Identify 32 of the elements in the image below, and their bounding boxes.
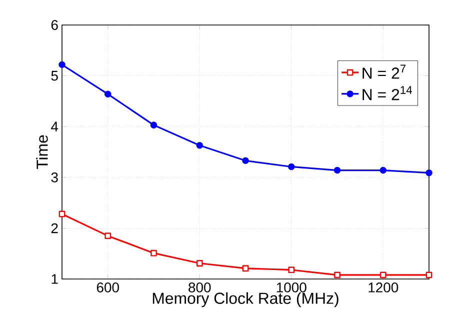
point	[58, 210, 66, 218]
point	[104, 90, 112, 98]
y-tick-label: 6	[51, 20, 58, 30]
y-tick-label: 4	[51, 122, 58, 132]
y-tick-label: 2	[51, 223, 58, 234]
x-axis-title: Memory Clock Rate (MHz)	[152, 292, 338, 308]
point	[380, 166, 387, 174]
point	[58, 61, 66, 68]
point	[196, 142, 204, 149]
point	[426, 272, 432, 278]
point	[104, 232, 112, 240]
y-tick-label: 5	[51, 70, 58, 81]
point	[380, 272, 386, 278]
point	[334, 166, 341, 174]
x-tick-label: 1200	[368, 282, 398, 292]
y-tick-label: 1	[52, 274, 58, 284]
point	[334, 272, 340, 278]
point	[196, 260, 203, 266]
point	[150, 122, 158, 128]
point	[426, 169, 432, 176]
legend-label: N = 2$^{14}$	[362, 86, 412, 100]
legend-label: N = 2$^{7}$	[362, 64, 406, 79]
y-axis-title: Time	[36, 135, 48, 170]
point	[288, 163, 295, 170]
y-tick-label: 3	[51, 172, 58, 182]
point	[242, 157, 249, 164]
point	[150, 250, 157, 256]
x-tick-label: 600	[96, 282, 119, 292]
x-tick-label: 1000	[276, 282, 306, 292]
point	[242, 265, 249, 272]
point	[288, 266, 295, 274]
x-tick-label: 800	[188, 282, 211, 292]
